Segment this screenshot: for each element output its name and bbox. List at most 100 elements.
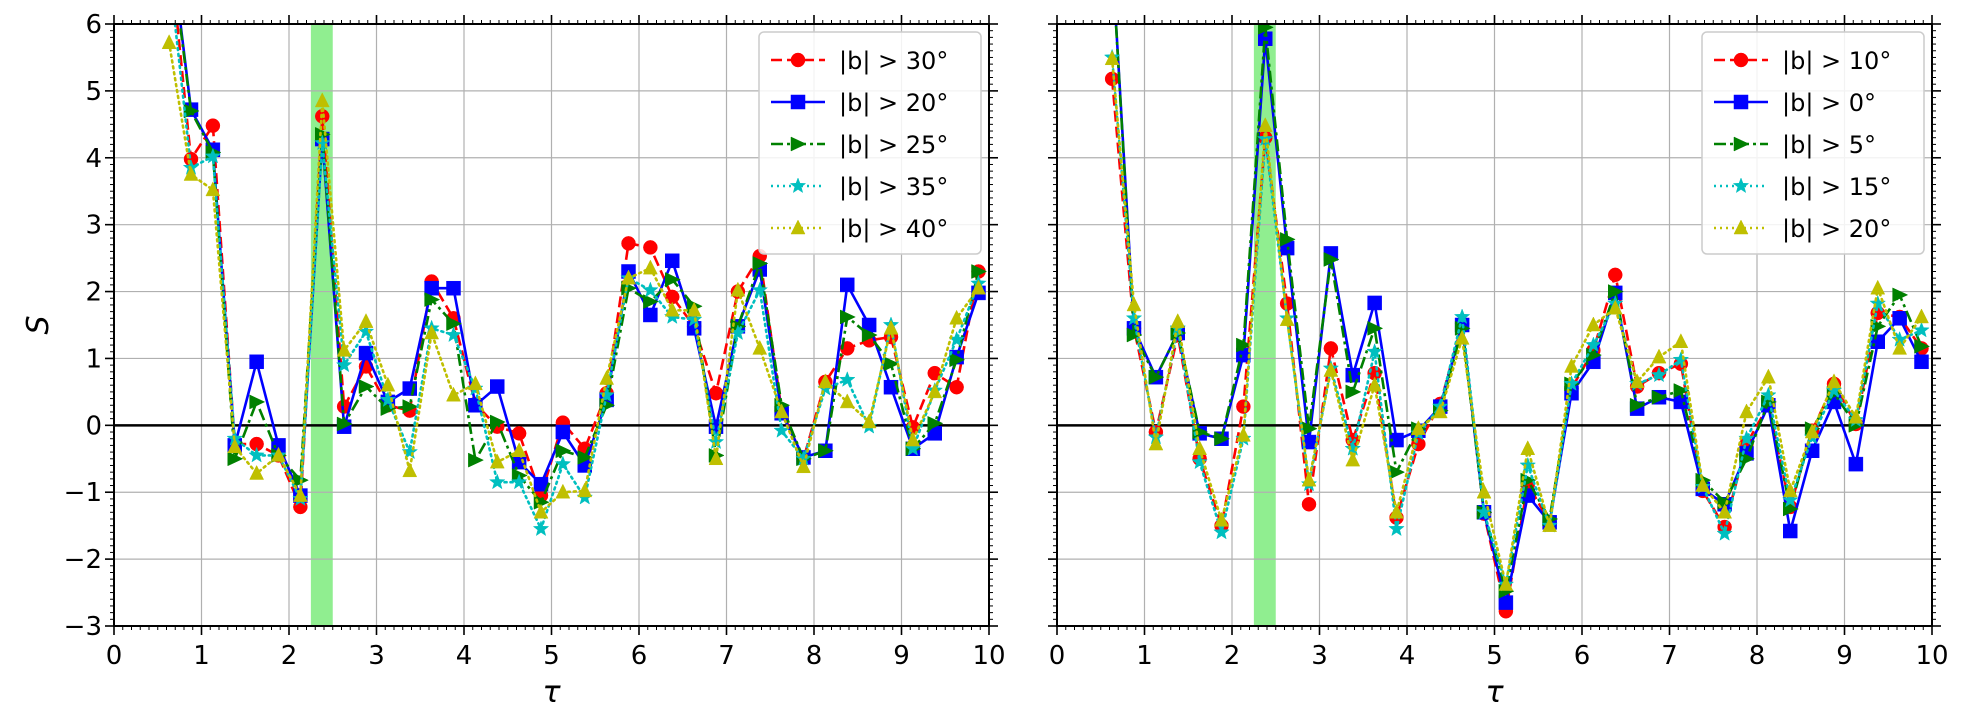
data-point bbox=[249, 394, 266, 410]
x-axis-label: τ bbox=[1485, 675, 1504, 710]
y-tick-label: 2 bbox=[85, 278, 102, 308]
data-point bbox=[1301, 471, 1317, 487]
data-point bbox=[490, 414, 506, 430]
data-point bbox=[511, 426, 527, 441]
data-point bbox=[1913, 321, 1930, 338]
data-point bbox=[1323, 252, 1340, 267]
x-tick-label: 7 bbox=[1661, 641, 1678, 671]
data-point bbox=[927, 383, 943, 399]
data-point bbox=[1564, 357, 1579, 373]
data-point bbox=[1236, 337, 1252, 353]
data-point bbox=[445, 326, 462, 343]
data-point bbox=[577, 450, 594, 465]
legend-label: |b| > 30° bbox=[839, 47, 948, 75]
data-point bbox=[1258, 24, 1274, 35]
x-tick-label: 6 bbox=[631, 641, 648, 671]
data-point bbox=[1629, 397, 1646, 413]
legend-entry: |b| > 10° bbox=[1714, 47, 1891, 75]
data-point bbox=[1389, 432, 1404, 448]
data-point bbox=[1476, 483, 1492, 499]
data-point bbox=[730, 281, 746, 297]
data-point bbox=[227, 451, 244, 467]
data-point bbox=[1782, 482, 1798, 498]
legend-entry: |b| > 35° bbox=[771, 173, 948, 201]
data-point bbox=[511, 442, 527, 458]
data-point bbox=[1389, 464, 1406, 480]
data-point bbox=[271, 446, 286, 462]
data-point bbox=[336, 341, 352, 357]
data-point bbox=[599, 369, 615, 385]
legend-entry: |b| > 25° bbox=[771, 131, 948, 159]
data-point bbox=[949, 309, 965, 325]
data-point bbox=[1498, 575, 1514, 591]
data-point bbox=[1126, 296, 1142, 312]
data-point bbox=[1279, 311, 1295, 326]
data-point bbox=[1914, 354, 1929, 370]
data-point bbox=[532, 520, 550, 537]
data-point bbox=[1739, 403, 1754, 419]
data-point bbox=[204, 147, 222, 164]
legend-marker bbox=[1733, 136, 1750, 152]
data-point bbox=[1608, 267, 1623, 283]
data-point bbox=[598, 386, 615, 403]
data-point bbox=[664, 301, 680, 317]
legend-label: |b| > 40° bbox=[839, 215, 948, 243]
data-point bbox=[1367, 295, 1382, 311]
x-tick-label: 3 bbox=[368, 641, 385, 671]
data-point bbox=[424, 292, 441, 307]
data-point bbox=[1410, 420, 1426, 435]
data-point bbox=[707, 433, 725, 450]
data-point bbox=[1608, 284, 1624, 299]
data-point bbox=[1717, 503, 1733, 519]
data-point bbox=[1126, 327, 1143, 343]
data-point bbox=[1760, 368, 1776, 384]
data-point bbox=[1585, 316, 1601, 332]
data-point bbox=[533, 503, 549, 519]
legend-marker bbox=[1733, 52, 1749, 68]
x-tick-label: 9 bbox=[893, 641, 910, 671]
legend-marker bbox=[1732, 177, 1750, 194]
data-point bbox=[1257, 117, 1273, 132]
data-point bbox=[314, 92, 330, 108]
data-point bbox=[205, 118, 221, 133]
data-point bbox=[1323, 341, 1339, 356]
data-point bbox=[555, 424, 571, 440]
data-point bbox=[643, 240, 658, 255]
data-point bbox=[1367, 376, 1383, 392]
data-point bbox=[1345, 451, 1361, 467]
y-tick-label: 6 bbox=[85, 10, 102, 40]
x-tick-label: 4 bbox=[1399, 641, 1416, 671]
data-point bbox=[1235, 426, 1251, 442]
data-point bbox=[402, 399, 419, 414]
data-point bbox=[1213, 523, 1230, 540]
data-point bbox=[313, 134, 331, 151]
legend-entry: |b| > 40° bbox=[771, 215, 948, 243]
data-point bbox=[336, 416, 353, 432]
data-point bbox=[1498, 595, 1514, 610]
data-point bbox=[642, 281, 659, 298]
legend-marker bbox=[790, 136, 807, 152]
legend-label: |b| > 20° bbox=[1782, 215, 1891, 243]
data-point bbox=[621, 236, 636, 251]
data-point bbox=[1672, 351, 1690, 367]
data-point bbox=[555, 483, 571, 499]
x-tick-label: 2 bbox=[281, 641, 298, 671]
data-point bbox=[817, 373, 833, 389]
series-line bbox=[1110, 57, 1923, 586]
ticks bbox=[105, 15, 998, 635]
data-point bbox=[358, 379, 375, 394]
data-point bbox=[1629, 373, 1645, 389]
data-point bbox=[949, 352, 966, 368]
data-point bbox=[905, 431, 921, 447]
data-point bbox=[1389, 503, 1404, 519]
legend: |b| > 30° |b| > 20° |b| > 25° |b| > 35° |b| … bbox=[758, 31, 982, 255]
data-point bbox=[1214, 511, 1229, 527]
x-tick-label: 7 bbox=[718, 641, 735, 671]
data-point bbox=[1236, 399, 1251, 414]
data-point bbox=[708, 450, 724, 466]
data-point bbox=[861, 327, 878, 343]
legend-box bbox=[758, 31, 982, 255]
data-point bbox=[1345, 384, 1362, 400]
data-point bbox=[1104, 71, 1120, 87]
legend-entry: |b| > 30° bbox=[771, 47, 948, 75]
